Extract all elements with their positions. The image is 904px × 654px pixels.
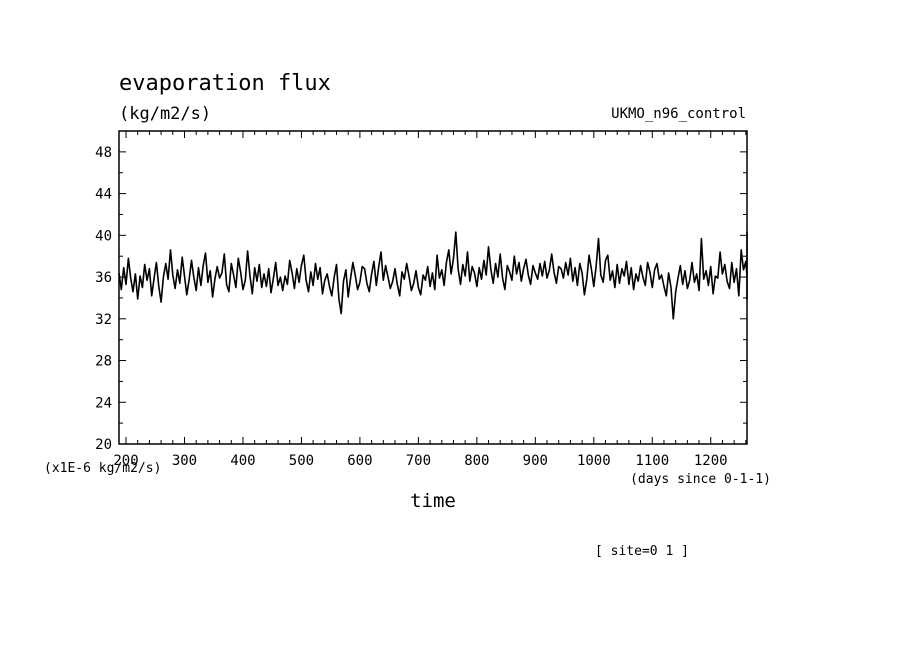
x-tick-label: 600 bbox=[347, 453, 372, 469]
x-tick-label: 1100 bbox=[635, 453, 669, 469]
y-tick-label: 28 bbox=[95, 354, 112, 370]
x-tick-label: 900 bbox=[523, 453, 548, 469]
x-tick-label: 400 bbox=[230, 453, 255, 469]
dataset-label: UKMO_n96_control bbox=[611, 106, 746, 122]
y-tick-label: 40 bbox=[95, 228, 112, 244]
series-group bbox=[118, 231, 748, 320]
x-tick-label: 1000 bbox=[577, 453, 611, 469]
x-tick-label: 1200 bbox=[694, 453, 728, 469]
x-tick-label: 800 bbox=[464, 453, 489, 469]
plot-frame bbox=[118, 130, 748, 445]
x-tick-label: 300 bbox=[172, 453, 197, 469]
x-axis-label: time bbox=[410, 490, 456, 512]
y-axis-ticks: 20 24 28 32 36 40 44 48 bbox=[95, 130, 747, 453]
y-tick-label: 32 bbox=[95, 312, 112, 328]
x-tick-label: 200 bbox=[113, 453, 138, 469]
y-tick-label: 36 bbox=[95, 270, 112, 286]
y-tick-label: 20 bbox=[95, 437, 112, 453]
x-tick-label: 500 bbox=[289, 453, 314, 469]
y-tick-label: 24 bbox=[95, 395, 112, 411]
y-tick-label: 44 bbox=[95, 187, 112, 203]
y-tick-label: 48 bbox=[95, 145, 112, 161]
evaporation-flux-series-line bbox=[118, 231, 748, 320]
x-tick-label: 700 bbox=[406, 453, 431, 469]
x-units-label: (days since 0-1-1) bbox=[630, 472, 771, 487]
y-scale-label: (x1E-6 kg/m2/s) bbox=[44, 461, 161, 476]
chart-title: evaporation flux bbox=[119, 71, 331, 96]
site-label: [ site=0 1 ] bbox=[595, 544, 689, 559]
chart-units: (kg/m2/s) bbox=[119, 104, 211, 124]
x-axis-ticks: 200 300 400 500 600 700 800 900 1000 1100 1200 bbox=[113, 131, 747, 469]
